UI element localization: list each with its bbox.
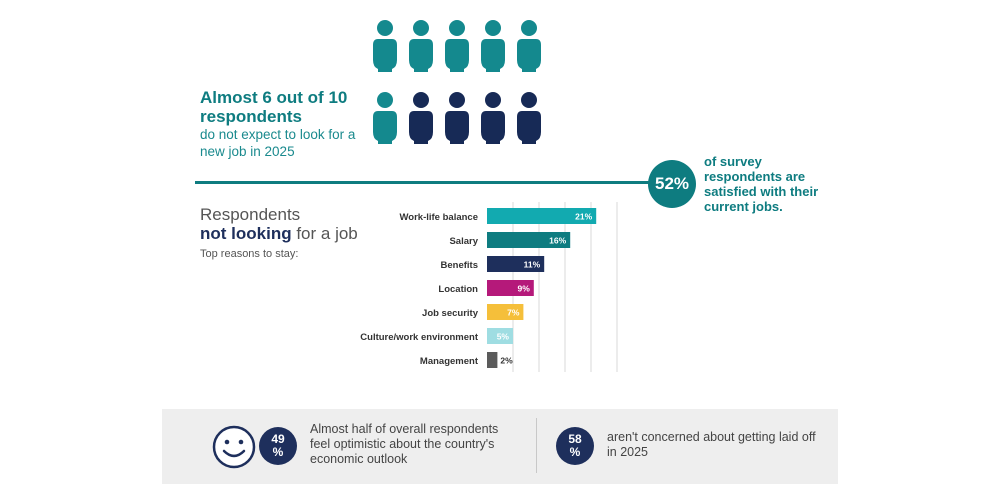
bar-value-label: 16% [549, 236, 566, 246]
stat2-badge: 58 % [556, 427, 594, 465]
bar-category-label: Salary [449, 236, 478, 247]
bar [487, 352, 498, 368]
stat1-text: Almost half of overall respondents feel … [310, 422, 499, 466]
section-divider [195, 181, 665, 184]
people-icon-grid [373, 20, 541, 144]
bar-value-label: 2% [500, 356, 513, 366]
bar-value-label: 11% [524, 260, 541, 270]
stat2-number: 58 [568, 432, 582, 446]
person-icon [445, 92, 469, 144]
bar-category-label: Benefits [441, 260, 478, 271]
bar [487, 256, 545, 272]
bar-value-label: 21% [575, 212, 592, 222]
bar [487, 328, 513, 344]
bar-category-label: Management [420, 356, 479, 367]
bar [487, 304, 524, 320]
bar-category-label: Job security [422, 308, 479, 319]
person-icon [445, 20, 469, 72]
satisfied-text: of survey respondents are satisfied with… [704, 154, 819, 214]
headline-strong: Almost 6 out of 10 respondents [200, 88, 348, 126]
person-icon [517, 92, 541, 144]
person-icon [373, 20, 397, 72]
stat2-unit: % [569, 445, 581, 459]
person-icon [373, 92, 397, 144]
section-title: Respondents not looking for a job [200, 205, 380, 243]
person-icon [481, 20, 505, 72]
stat1-unit: % [272, 445, 284, 459]
person-icon [409, 92, 433, 144]
bar-value-label: 7% [507, 308, 520, 318]
reasons-bar-chart: Work-life balance 21% Salary 16% Benefits 11%… [360, 202, 618, 372]
section-title-rest: for a job [296, 224, 358, 243]
bar-category-label: Location [438, 284, 478, 295]
person-icon [481, 92, 505, 144]
headline: Almost 6 out of 10 respondents do not ex… [200, 88, 375, 160]
bar-value-label: 9% [518, 284, 531, 294]
bar [487, 232, 571, 248]
person-icon [517, 20, 541, 72]
satisfied-percent-badge: 52% [648, 160, 696, 208]
section-subtitle: Top reasons to stay: [200, 248, 299, 260]
smiley-icon [212, 425, 256, 469]
bar [487, 280, 534, 296]
person-icon [409, 20, 433, 72]
bar-category-label: Culture/work environment [360, 332, 479, 343]
stat2-text: aren't concerned about getting laid off … [607, 430, 816, 459]
section-title-strong: not looking [200, 224, 292, 243]
stat1-number: 49 [271, 432, 285, 446]
section-title-line1: Respondents [200, 205, 301, 224]
bar [487, 208, 597, 224]
stat1-badge: 49 % [259, 427, 297, 465]
headline-sub: do not expect to look for a new job in 2… [200, 127, 356, 159]
bar-value-label: 5% [497, 332, 510, 342]
bar-category-label: Work-life balance [400, 212, 479, 223]
banner-divider [536, 418, 537, 473]
